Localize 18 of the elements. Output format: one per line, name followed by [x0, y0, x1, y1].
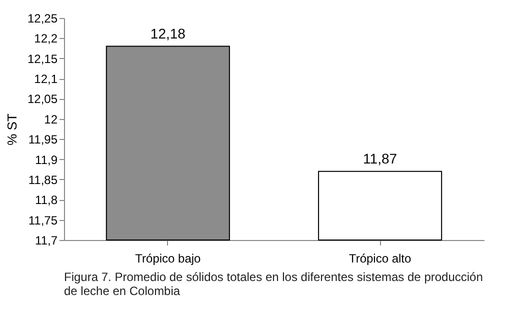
x-tick-label: Trópico bajo	[135, 252, 202, 266]
y-tick-label: 11,95	[28, 132, 58, 147]
y-tick-label: 11,9	[35, 152, 58, 167]
x-tick-label: Trópico alto	[348, 252, 412, 266]
y-tick-label: 12,05	[27, 92, 58, 106]
y-tick-label: 12,2	[34, 32, 58, 46]
y-tick-label: 11,7	[35, 234, 58, 248]
y-tick-label: 12,1	[34, 72, 58, 86]
y-tick-label: 12	[44, 112, 58, 126]
y-tick-label: 11,85	[28, 172, 58, 187]
text: Figura 7. Promedio de sólidos totales en los diferentes sistemas de producción de leche en Colombia	[64, 270, 483, 298]
y-tick-label: 11,75	[28, 213, 58, 228]
data-label: 12,18	[150, 25, 186, 42]
y-axis-title: % ST	[4, 114, 20, 146]
y-tick-label: 11,8	[35, 193, 58, 208]
data-label: 11,87	[363, 150, 398, 166]
y-tick-label: 12,15	[27, 52, 58, 66]
y-tick-label: 12,25	[27, 12, 58, 26]
